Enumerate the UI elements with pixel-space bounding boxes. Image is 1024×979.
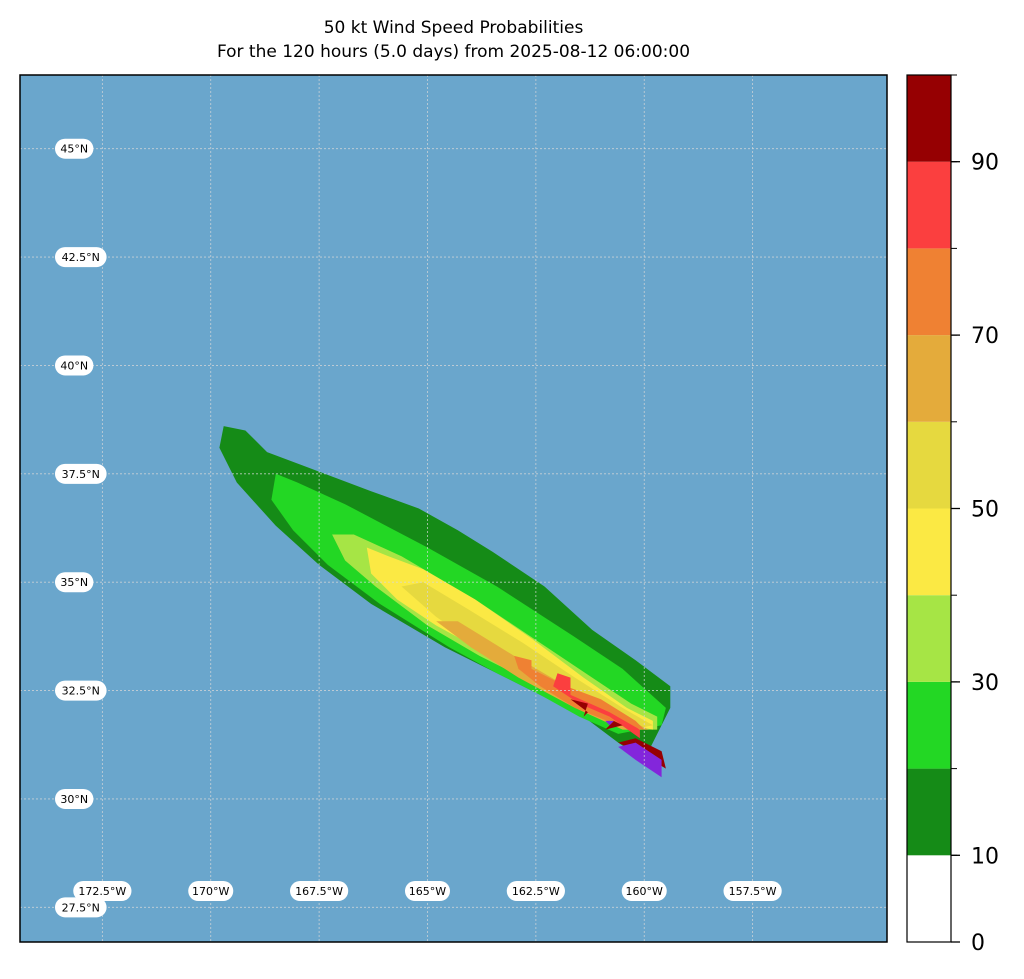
lon-label-4-text: 162.5°W bbox=[512, 885, 560, 898]
map-title: 50 kt Wind Speed Probabilities bbox=[323, 18, 584, 38]
latitude-labels: 45°N 42.5°N 40°N 37.5°N 35°N 32.5°N 30°N 27.5°N bbox=[55, 138, 107, 918]
lat-label-3: 37.5°N bbox=[55, 463, 107, 484]
gridlines bbox=[20, 75, 887, 942]
lon-label-0: 172.5°W bbox=[73, 881, 132, 901]
colorbar-block-90 bbox=[907, 75, 951, 162]
lon-label-6: 157.5°W bbox=[723, 881, 782, 901]
lat-label-5-text: 32.5°N bbox=[62, 685, 100, 698]
contour-band-80-9 bbox=[605, 716, 623, 730]
probability-contours bbox=[219, 426, 671, 778]
colorbar-block-20 bbox=[907, 681, 951, 769]
contour-band-40-4 bbox=[401, 582, 653, 730]
colorbar-block-70 bbox=[907, 248, 951, 336]
colorbar-block-0 bbox=[907, 855, 951, 942]
colorbar-block-80 bbox=[907, 161, 951, 249]
lat-label-5: 32.5°N bbox=[55, 680, 107, 701]
lon-label-3-text: 165°W bbox=[409, 885, 446, 898]
contour-band-90-11 bbox=[605, 720, 614, 726]
lon-label-3: 165°W bbox=[404, 881, 450, 901]
ocean-background bbox=[20, 75, 887, 942]
colorbar-block-30 bbox=[907, 595, 951, 682]
lon-label-4: 162.5°W bbox=[506, 881, 565, 901]
longitude-labels: 172.5°W 170°W 167.5°W 165°W 162.5°W 160°W 157.… bbox=[73, 881, 782, 901]
lat-label-2: 40°N bbox=[55, 355, 94, 376]
contour-band-80-8 bbox=[570, 699, 588, 717]
lat-label-6: 30°N bbox=[55, 788, 94, 809]
lat-label-7: 27.5°N bbox=[55, 897, 107, 918]
colorbar-tick-label-30: 30 bbox=[971, 671, 999, 696]
colorbar-tick-label-10: 10 bbox=[971, 844, 999, 869]
lat-label-4: 35°N bbox=[55, 572, 94, 593]
lon-label-5: 160°W bbox=[621, 881, 667, 901]
lat-label-1: 42.5°N bbox=[55, 247, 107, 268]
colorbar: 0 10 30 50 70 90 bbox=[906, 74, 999, 956]
lon-label-1: 170°W bbox=[188, 881, 234, 901]
colorbar-tick-label-70: 70 bbox=[971, 324, 999, 349]
lon-label-5-text: 160°W bbox=[626, 885, 663, 898]
lon-label-2: 167.5°W bbox=[290, 881, 349, 901]
colorbar-block-40 bbox=[907, 508, 951, 596]
colorbar-tick-label-50: 50 bbox=[971, 498, 999, 523]
lat-label-6-text: 30°N bbox=[60, 793, 88, 806]
lat-label-0-text: 45°N bbox=[60, 143, 88, 156]
colorbar-tick-label-90: 90 bbox=[971, 151, 999, 176]
colorbar-block-60 bbox=[907, 335, 951, 422]
colorbar-block-10 bbox=[907, 768, 951, 856]
lon-label-0-text: 172.5°W bbox=[78, 885, 126, 898]
lat-label-0: 45°N bbox=[55, 138, 94, 159]
contour-band-70-7 bbox=[553, 673, 640, 739]
colorbar-block-50 bbox=[907, 421, 951, 509]
lat-label-7-text: 27.5°N bbox=[62, 901, 100, 914]
contour-band-90-12 bbox=[618, 742, 662, 778]
lat-label-3-text: 37.5°N bbox=[62, 468, 100, 481]
colorbar-tick-label-0: 0 bbox=[971, 931, 985, 956]
lat-label-1-text: 42.5°N bbox=[62, 251, 100, 264]
lat-label-2-text: 40°N bbox=[60, 359, 88, 372]
contour-band-60-6 bbox=[514, 655, 645, 730]
map-frame bbox=[19, 74, 888, 943]
map-area[interactable]: 45°N 42.5°N 40°N 37.5°N 35°N 32.5°N 30°N 27.5°N… bbox=[19, 74, 888, 943]
map-subtitle: For the 120 hours (5.0 days) from 2025-0… bbox=[216, 42, 691, 62]
lat-label-4-text: 35°N bbox=[60, 576, 88, 589]
lon-label-6-text: 157.5°W bbox=[729, 885, 777, 898]
lon-label-1-text: 170°W bbox=[192, 885, 229, 898]
lon-label-2-text: 167.5°W bbox=[295, 885, 343, 898]
